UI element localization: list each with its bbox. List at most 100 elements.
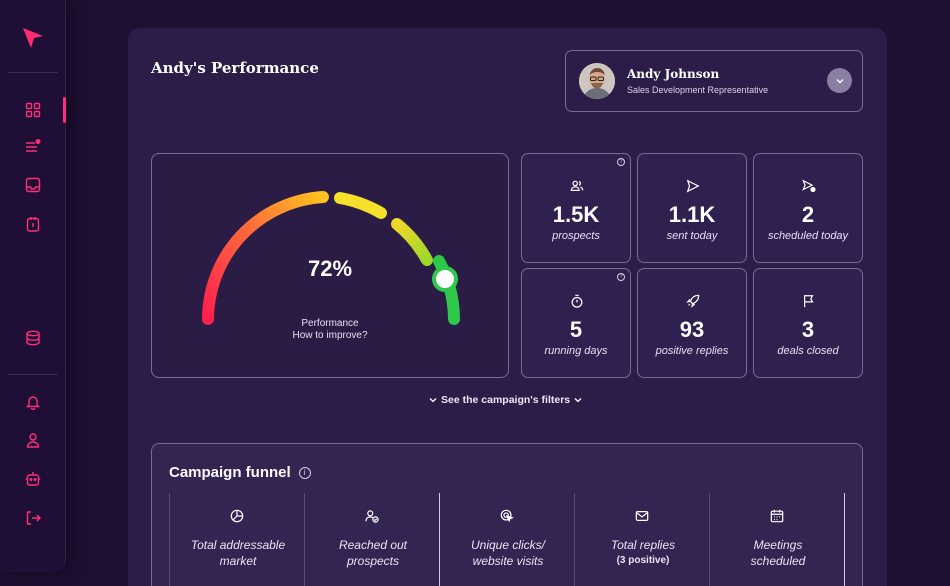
pie-chart-icon: [228, 507, 246, 525]
funnel-label-line: Total replies: [610, 538, 676, 552]
database-icon: [26, 330, 40, 346]
send-icon: [683, 176, 703, 196]
logo-arrow-icon[interactable]: [21, 26, 45, 50]
logout-icon: [26, 511, 41, 525]
see-filters-label: See the campaign's filters: [441, 394, 571, 406]
sidebar-item-lists[interactable]: [22, 135, 44, 157]
main-panel: Andy's Performance Andy Johnson Sales De…: [128, 28, 887, 586]
avatar: [579, 63, 615, 99]
users-icon: [567, 176, 587, 196]
stat-card-running-days: ? 5 running days: [521, 268, 631, 378]
sidebar-divider: [8, 374, 58, 375]
performance-gauge: [202, 191, 460, 325]
list-notification-icon: [26, 139, 41, 152]
user-role: Sales Development Representative: [627, 85, 769, 95]
mail-icon: [633, 507, 651, 525]
grid-icon: [25, 102, 41, 118]
funnel-label: Total addressable market: [174, 537, 302, 569]
sidebar-item-profile[interactable]: [22, 429, 44, 451]
funnel-label-line: prospects: [346, 554, 400, 568]
stat-label: scheduled today: [767, 230, 849, 242]
gauge-segment-yellow: [334, 192, 387, 219]
user-check-icon: [363, 507, 381, 525]
sidebar-item-bot[interactable]: [22, 468, 44, 490]
funnel-column-reached-out: Reached out prospects: [304, 493, 439, 586]
stat-label: deals closed: [777, 345, 839, 357]
funnel-label-line: Meetings: [753, 538, 803, 552]
chevron-down-icon: [836, 78, 843, 83]
stat-label: running days: [544, 345, 608, 357]
funnel-label-sub: (3 positive): [616, 555, 670, 566]
gauge-segment-red-orange: [202, 191, 329, 325]
funnel-label-line: Reached out: [338, 538, 408, 552]
sidebar-item-database[interactable]: [22, 327, 44, 349]
user-menu-toggle[interactable]: [827, 68, 852, 93]
stat-card-sent-today: 1.1K sent today: [637, 153, 747, 263]
funnel-label: Meetings scheduled: [714, 537, 842, 569]
funnel-title: Campaign funnel i: [169, 464, 311, 481]
help-icon[interactable]: ?: [617, 158, 625, 166]
help-icon[interactable]: ?: [617, 273, 625, 281]
stat-label: sent today: [666, 230, 718, 242]
info-icon[interactable]: i: [298, 466, 311, 479]
sidebar-item-dashboard[interactable]: [22, 97, 66, 123]
funnel-divider: [844, 493, 845, 586]
gauge-label-title: Performance: [301, 318, 359, 329]
funnel-label-line: scheduled: [750, 554, 806, 568]
stopwatch-icon: [567, 291, 587, 311]
stat-label: prospects: [552, 230, 600, 242]
robot-icon: [25, 472, 41, 486]
gauge-segment-lime: [391, 218, 433, 266]
stat-value: 2: [801, 202, 815, 227]
stat-card-prospects: ? 1.5K prospects: [521, 153, 631, 263]
stat-card-deals-closed: 3 deals closed: [753, 268, 863, 378]
funnel-label-line: Total addressable: [190, 538, 286, 552]
sidebar-item-logout[interactable]: [22, 507, 44, 529]
clipboard-icon: [26, 217, 40, 232]
stat-value: 3: [801, 317, 815, 342]
sidebar-divider: [8, 72, 58, 73]
funnel-label: Unique clicks/ website visits: [444, 537, 572, 569]
user-icon: [26, 433, 40, 448]
click-icon: [498, 507, 516, 525]
user-name: Andy Johnson: [627, 67, 720, 81]
scheduled-send-icon: [799, 176, 819, 196]
gauge-value: 72%: [307, 256, 353, 281]
chevron-down-icon: [574, 398, 582, 403]
funnel-label-line: website visits: [472, 554, 544, 568]
sidebar-item-inbox[interactable]: [22, 174, 44, 196]
stat-value: 5: [569, 317, 583, 342]
funnel-title-text: Campaign funnel: [169, 464, 291, 481]
how-to-improve-link[interactable]: How to improve?: [292, 330, 368, 341]
page-title: Andy's Performance: [151, 59, 319, 77]
funnel-column-unique-clicks: Unique clicks/ website visits: [439, 493, 574, 586]
rocket-icon: [683, 291, 703, 311]
funnel-column-total-addressable-market: Total addressable market: [169, 493, 304, 586]
funnel-column-total-replies: Total replies (3 positive): [574, 493, 709, 586]
stat-value: 1.5K: [552, 202, 600, 227]
stat-value: 1.1K: [668, 202, 716, 227]
flag-icon: [799, 291, 819, 311]
funnel-label: Total replies (3 positive): [579, 537, 707, 569]
funnel-label: Reached out prospects: [309, 537, 437, 569]
funnel-column-meetings-scheduled: Meetings scheduled: [709, 493, 844, 586]
performance-gauge-card: 72% Performance How to improve?: [151, 153, 509, 378]
inbox-icon: [25, 177, 41, 193]
user-card[interactable]: Andy Johnson Sales Development Represent…: [565, 50, 863, 112]
campaign-funnel: Campaign funnel i Total addressable mark…: [151, 443, 863, 586]
funnel-label-line: Unique clicks/: [470, 538, 546, 552]
calendar-icon: [768, 507, 786, 525]
gauge-indicator: [432, 266, 458, 292]
sidebar: [0, 0, 66, 572]
gauge-label: Performance How to improve?: [262, 318, 398, 342]
stat-label: positive replies: [655, 345, 729, 357]
see-filters-link[interactable]: See the campaign's filters: [429, 394, 582, 406]
stat-card-scheduled-today: 2 scheduled today: [753, 153, 863, 263]
sidebar-item-clipboard[interactable]: [22, 213, 44, 235]
stat-card-positive-replies: 93 positive replies: [637, 268, 747, 378]
chevron-down-icon: [429, 398, 437, 403]
bell-icon: [25, 396, 41, 410]
funnel-label-line: market: [219, 554, 257, 568]
sidebar-item-notifications[interactable]: [22, 391, 44, 413]
stat-value: 93: [679, 317, 705, 342]
